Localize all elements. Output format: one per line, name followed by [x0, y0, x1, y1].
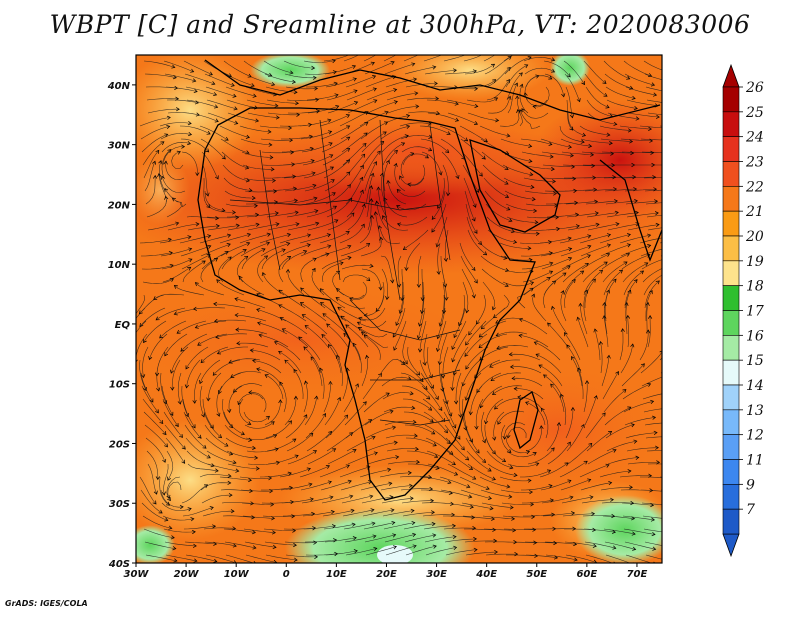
colorbar-label: 22	[745, 179, 764, 195]
colorbar-label: 24	[745, 130, 764, 146]
colorbar-label: 15	[746, 353, 764, 369]
colorbar-swatch	[722, 508, 740, 535]
colorbar-swatch	[722, 235, 740, 262]
coast-europe	[204, 59, 661, 121]
colorbar-swatch	[722, 86, 740, 113]
chart-title: WBPT [C] and Sreamline at 300hPa, VT: 20…	[49, 10, 751, 39]
colorbar-swatch	[722, 111, 740, 137]
coastlines	[197, 59, 662, 501]
coast-arabia	[469, 139, 561, 233]
lon-tick-label: 10E	[326, 569, 347, 580]
lon-tick-label: 50E	[526, 569, 547, 580]
colorbar-swatch	[722, 260, 740, 286]
colorbar-label: 21	[745, 204, 764, 220]
lat-tick-label: 20N	[108, 200, 131, 211]
lat-tick-label: EQ	[115, 320, 131, 331]
colorbar-label: 25	[745, 105, 764, 121]
colorbar-swatch	[722, 136, 740, 162]
colorbar-swatch	[722, 409, 740, 435]
colorbar-label: 26	[745, 80, 764, 96]
colorbar-label: 9	[746, 477, 755, 493]
coast-madagascar	[513, 390, 539, 450]
lon-tick-label: 10W	[224, 569, 250, 580]
colorbar-swatch	[722, 310, 740, 336]
colorbar: 26 25 24 23 22 21 20 19 18 17 16 15 14 13 12 11 9 7	[722, 63, 764, 558]
lat-tick-label: 30S	[109, 499, 130, 510]
lon-tick-label: 0	[283, 569, 290, 580]
lon-tick-label: 70E	[627, 569, 648, 580]
colorbar-label: 7	[746, 502, 755, 518]
country-borders	[229, 119, 461, 426]
lat-tick-label: 10N	[108, 260, 131, 271]
colorbar-swatch	[722, 186, 740, 212]
colorbar-label: 12	[746, 428, 764, 444]
coast-africa	[197, 107, 536, 501]
streamline-arrows	[136, 55, 662, 563]
lat-tick-label: 10S	[109, 380, 130, 391]
colorbar-swatch	[722, 484, 740, 510]
colorbar-label: 17	[746, 304, 764, 320]
coast-india	[599, 159, 662, 262]
lon-tick-label: 20W	[174, 569, 200, 580]
lat-tick-label: 40N	[107, 81, 131, 92]
colorbar-swatch	[722, 359, 740, 386]
streamlines	[136, 55, 662, 563]
lon-tick-label: 40E	[475, 569, 497, 580]
colorbar-swatch	[722, 335, 740, 361]
colorbar-label: 23	[745, 155, 764, 171]
colorbar-label: 16	[746, 328, 764, 344]
colorbar-swatch	[722, 210, 740, 237]
lon-tick-label: 30W	[124, 569, 150, 580]
lon-axis: 30W 20W 10W 0 10E 20E 30E 40E 50E 60E 70E	[124, 563, 648, 580]
lat-tick-label: 40S	[108, 559, 130, 570]
lat-tick-label: 20S	[109, 439, 130, 450]
grads-credit: GrADS: IGES/COLA	[5, 599, 88, 608]
lon-tick-label: 30E	[426, 569, 447, 580]
lon-tick-label: 60E	[576, 569, 597, 580]
colorbar-label: 20	[745, 229, 764, 245]
lat-tick-label: 30N	[108, 141, 131, 152]
colorbar-label: 13	[746, 403, 764, 419]
colorbar-swatch	[722, 434, 740, 460]
colorbar-top-arrow	[722, 63, 740, 88]
colorbar-label: 19	[746, 254, 764, 270]
colorbar-label: 14	[746, 378, 764, 394]
colorbar-bottom-arrow	[722, 533, 740, 558]
colorbar-swatch	[722, 459, 740, 485]
streamline-paths	[136, 55, 662, 563]
colorbar-label: 11	[746, 453, 764, 469]
wbpt-shaded-field	[136, 55, 662, 563]
colorbar-label: 18	[746, 279, 764, 295]
lon-tick-label: 20E	[376, 569, 397, 580]
plot-frame	[135, 54, 663, 564]
colorbar-swatch	[722, 161, 740, 187]
lat-axis: 40N 30N 20N 10N EQ 10S 20S 30S 40S	[107, 81, 136, 570]
colorbar-swatch	[722, 285, 740, 311]
colorbar-swatch	[722, 384, 740, 411]
